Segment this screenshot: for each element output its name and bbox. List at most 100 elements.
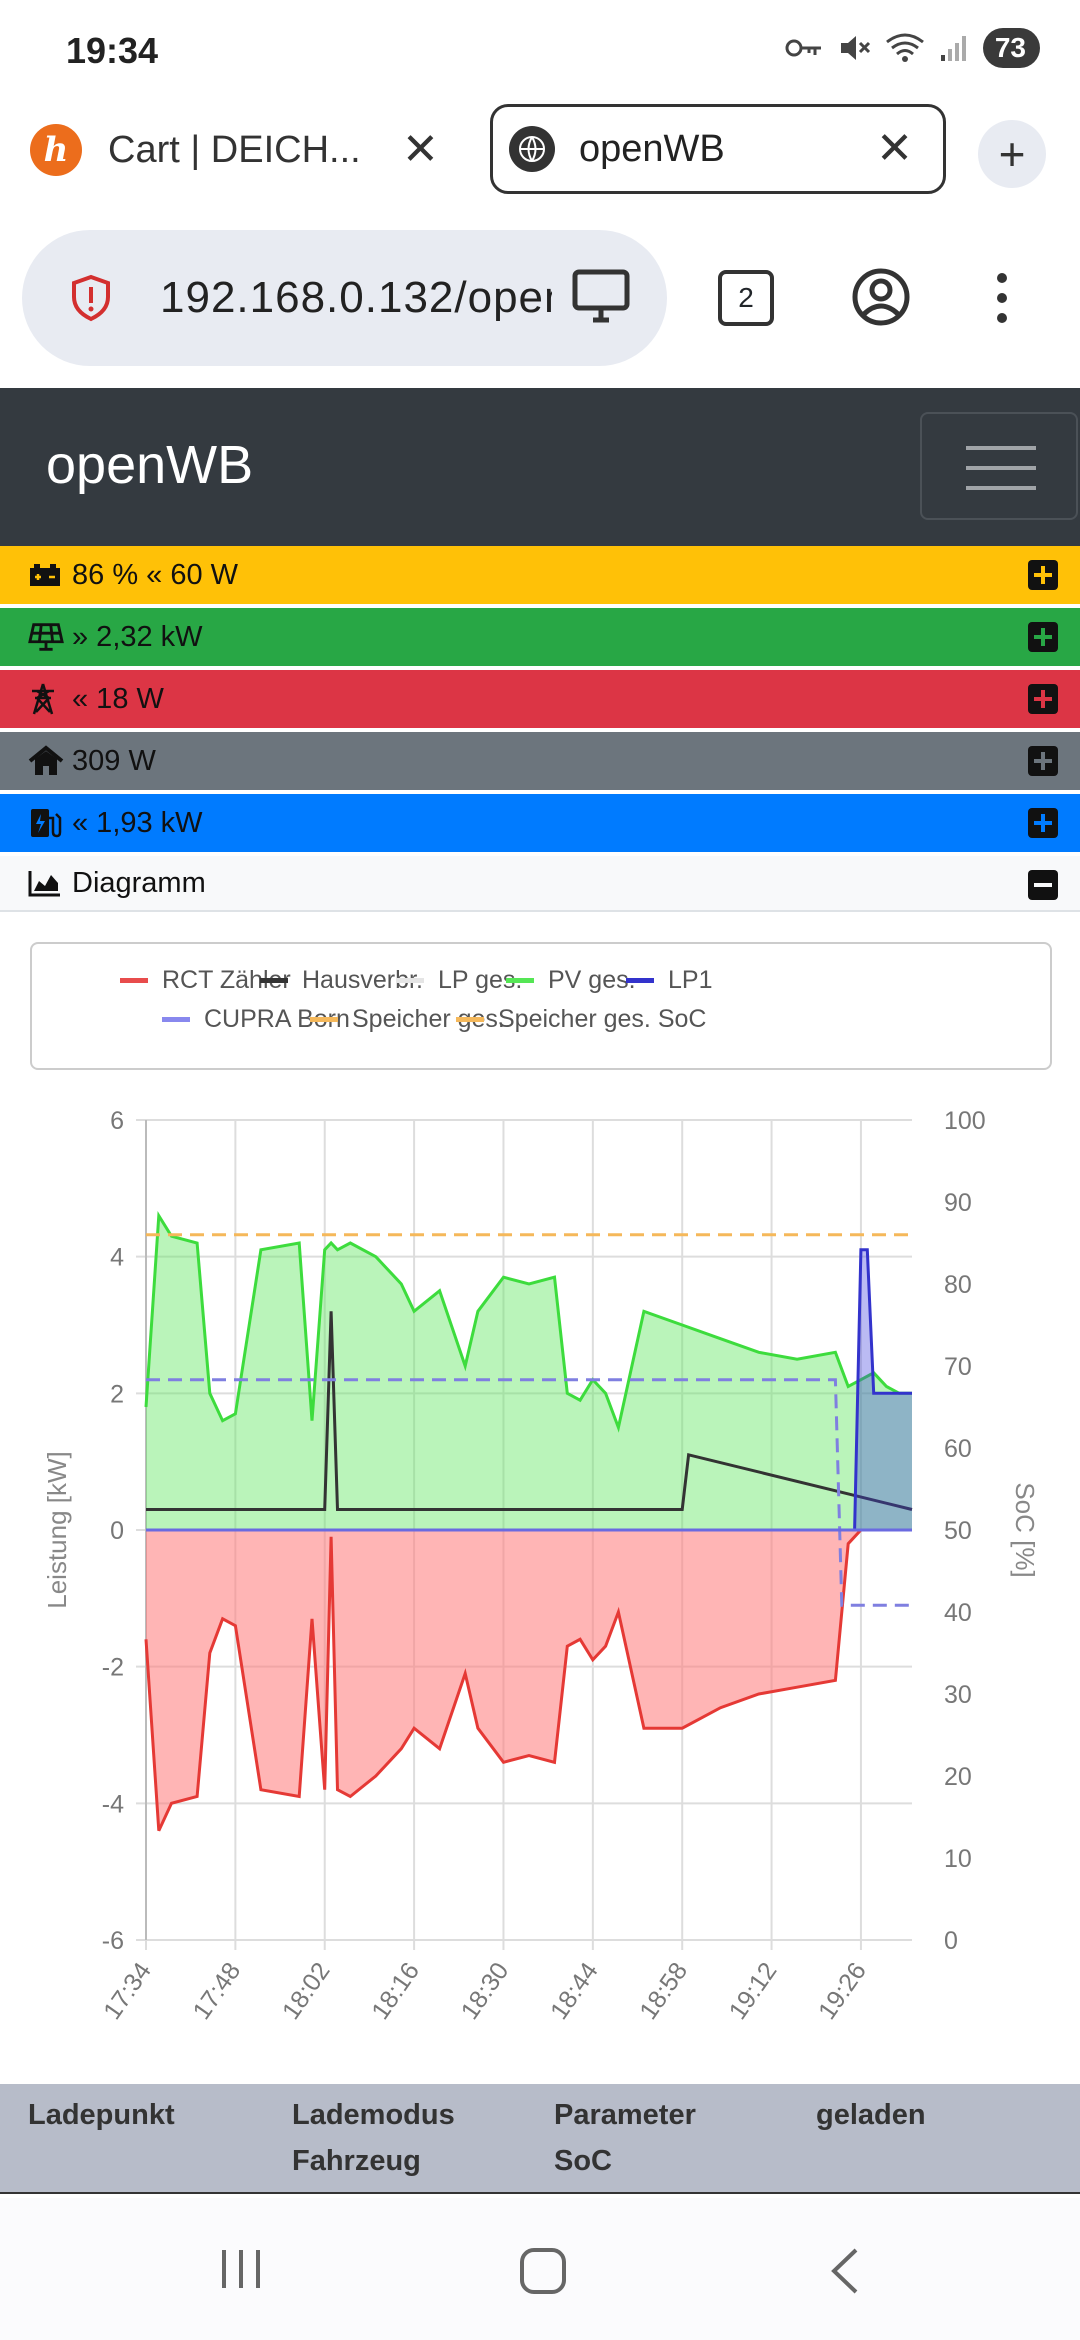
charge-row[interactable]: « 1,93 kW [0, 794, 1080, 852]
back-icon[interactable] [826, 2246, 862, 2296]
address-bar[interactable]: 192.168.0.132/openWB [22, 230, 667, 366]
x-tick-label: 19:26 [813, 1957, 872, 2024]
close-tab-icon[interactable]: ✕ [876, 124, 913, 173]
col-ladepunkt: Ladepunkt [28, 2099, 175, 2131]
legend-swatch [260, 978, 288, 983]
expand-icon[interactable] [1028, 808, 1058, 838]
tab-cart[interactable]: h Cart | DEICH... ✕ [30, 104, 450, 196]
globe-icon [509, 126, 555, 172]
new-tab-button[interactable]: + [978, 120, 1046, 188]
y-tick-label: -6 [102, 1927, 124, 1955]
tab-openwb[interactable]: openWB ✕ [490, 104, 946, 194]
browser-tabs: h Cart | DEICH... ✕ openWB ✕ + [0, 100, 1080, 200]
y2-tick-label: 30 [944, 1681, 972, 1709]
pv-status: » 2,32 kW [72, 620, 203, 653]
legend-item[interactable]: PV ges. [506, 966, 636, 995]
hamburger-line [966, 486, 1036, 490]
series-line-rct-z-hler [144, 1528, 912, 1832]
y2-tick-label: 70 [944, 1353, 972, 1381]
chart-legend: RCT Zähler Hausverbr. LP ges. PV ges. LP1 CUP… [30, 942, 1052, 1070]
hamburger-line [966, 466, 1036, 470]
x-tick-label: 18:16 [366, 1957, 425, 2024]
shield-warning-icon[interactable] [66, 273, 116, 323]
profile-icon[interactable] [850, 266, 912, 328]
signal-icon [940, 36, 966, 61]
expand-icon[interactable] [1028, 560, 1058, 590]
y2-tick-label: 80 [944, 1271, 972, 1299]
x-tick-label: 18:02 [277, 1957, 336, 2024]
tab-title: openWB [579, 127, 725, 170]
legend-label: LP1 [668, 966, 713, 994]
legend-swatch [120, 978, 148, 983]
collapse-icon[interactable] [1028, 870, 1058, 900]
chart-container: RCT Zähler Hausverbr. LP ges. PV ges. LP1 CUP… [0, 912, 1080, 2082]
charge-status: « 1,93 kW [72, 806, 203, 839]
series-line-cupra-born [146, 1378, 912, 1607]
close-tab-icon[interactable]: ✕ [402, 125, 439, 174]
tab-title: Cart | DEICH... [108, 128, 361, 171]
recent-apps-icon[interactable] [218, 2248, 264, 2290]
grid-row[interactable]: « 18 W [0, 670, 1080, 728]
house-row[interactable]: 309 W [0, 732, 1080, 790]
y2-axis-label: SoC [%] [1010, 1482, 1040, 1577]
y-tick-label: 6 [110, 1107, 124, 1135]
series-line-lp1 [853, 1248, 912, 1531]
tab-favicon: h [30, 124, 82, 176]
address-bar-row: 192.168.0.132/openWB 2 [0, 228, 1080, 368]
legend-swatch [626, 978, 654, 983]
battery-row[interactable]: 86 % « 60 W [0, 546, 1080, 604]
x-tick-label: 18:30 [456, 1957, 515, 2024]
y2-tick-label: 20 [944, 1763, 972, 1791]
home-button-icon[interactable] [520, 2248, 566, 2294]
y2-tick-label: 40 [944, 1599, 972, 1627]
legend-swatch [506, 978, 534, 983]
y-axis-label: Leistung [kW] [42, 1451, 72, 1609]
pv-row[interactable]: » 2,32 kW [0, 608, 1080, 666]
vpn-key-icon [785, 39, 821, 57]
desktop-site-icon[interactable] [571, 268, 631, 324]
legend-item[interactable]: LP1 [626, 966, 712, 995]
menu-toggle-button[interactable] [920, 412, 1078, 520]
y2-tick-label: 100 [944, 1107, 986, 1135]
col-lademodus: Lademodus [292, 2099, 455, 2131]
grid-status: « 18 W [72, 682, 164, 715]
legend-swatch [456, 1017, 484, 1022]
y2-tick-label: 50 [944, 1517, 972, 1545]
expand-icon[interactable] [1028, 746, 1058, 776]
expand-icon[interactable] [1028, 684, 1058, 714]
y2-tick-label: 90 [944, 1189, 972, 1217]
url-text[interactable]: 192.168.0.132/openWB [160, 273, 552, 322]
more-menu-icon[interactable] [992, 268, 1012, 328]
mute-icon [840, 36, 870, 60]
legend-swatch [162, 1017, 190, 1022]
y-tick-label: 4 [110, 1244, 124, 1272]
x-tick-label: 17:34 [98, 1957, 157, 2024]
expand-icon[interactable] [1028, 622, 1058, 652]
battery-level: 73 [982, 28, 1040, 68]
legend-item[interactable]: Speicher ges. SoC [456, 1005, 706, 1034]
house-status: 309 W [72, 744, 156, 777]
chargepoint-table-header: Ladepunkt Lademodus Fahrzeug Parameter S… [0, 2084, 1080, 2194]
y-tick-label: 0 [110, 1517, 124, 1545]
battery-status: 86 % « 60 W [72, 558, 239, 591]
col-parameter: Parameter [554, 2099, 696, 2131]
car-battery-icon [28, 562, 64, 588]
y-tick-label: 2 [110, 1380, 124, 1408]
power-tower-icon [28, 682, 64, 716]
diagram-row[interactable]: Diagramm [0, 856, 1080, 912]
area-chart-icon [28, 869, 64, 897]
x-tick-label: 19:12 [724, 1957, 783, 2024]
solar-panel-icon [28, 622, 64, 652]
app-brand[interactable]: openWB [46, 435, 254, 495]
x-tick-label: 17:48 [187, 1957, 246, 2024]
diagram-title: Diagramm [72, 866, 206, 899]
x-tick-label: 18:58 [634, 1957, 693, 2024]
legend-swatch [396, 978, 424, 983]
charging-station-icon [28, 806, 64, 840]
y2-tick-label: 0 [944, 1927, 958, 1955]
home-icon [28, 745, 64, 777]
tab-count-button[interactable]: 2 [718, 270, 774, 326]
status-icons: 73 [785, 28, 1040, 68]
legend-swatch [310, 1017, 338, 1022]
